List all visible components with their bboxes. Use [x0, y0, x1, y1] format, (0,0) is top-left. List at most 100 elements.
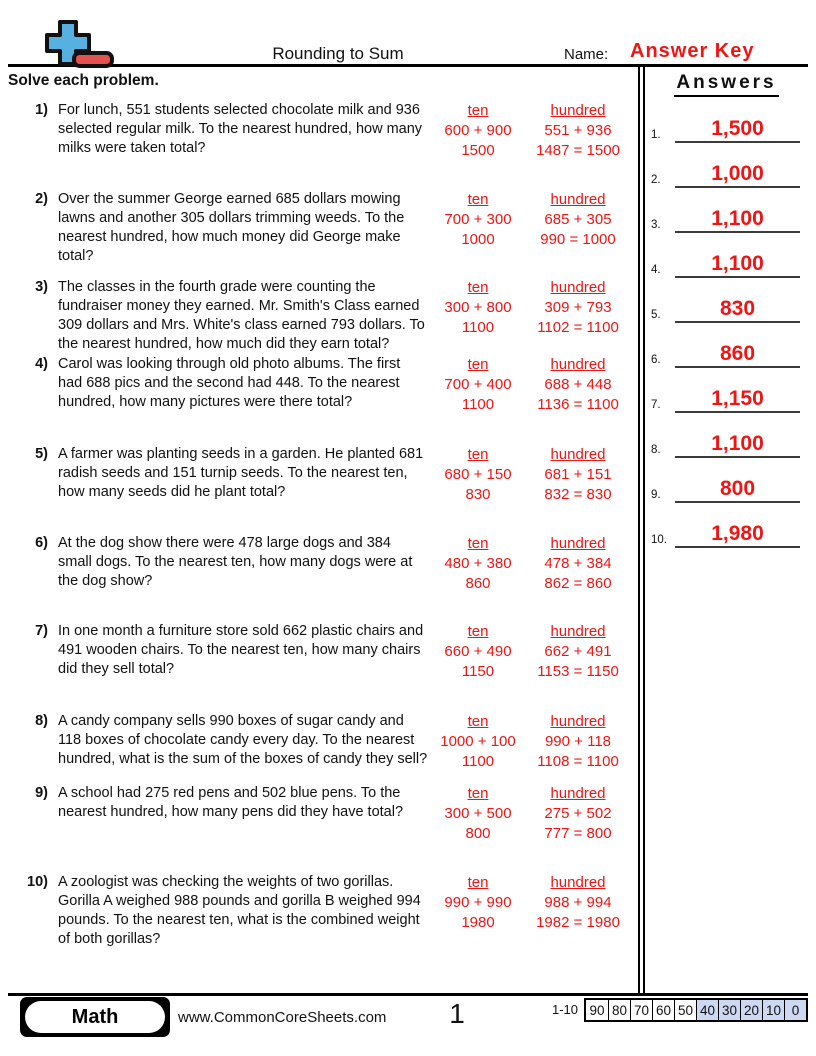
hundred-result: 1102 = 1100	[537, 319, 619, 336]
answer-row: 6. 860	[645, 335, 808, 368]
work-ten-column: ten 600 + 900 1500	[428, 101, 528, 161]
answer-value: 1,150	[675, 387, 800, 413]
answer-number: 5.	[651, 309, 661, 321]
ten-equation: 1000 + 100	[440, 733, 516, 750]
problem-row: 1) For lunch, 551 students selected choc…	[8, 101, 638, 161]
ten-header: ten	[467, 874, 489, 891]
work-ten-column: ten 680 + 150 830	[428, 445, 528, 505]
score-range-label: 1-10	[551, 1002, 578, 1017]
ten-header: ten	[467, 535, 489, 552]
work-hundred-column: hundred 688 + 448 1136 = 1100	[528, 355, 628, 415]
hundred-header: hundred	[550, 535, 606, 552]
hundred-result: 832 = 830	[544, 486, 612, 503]
ten-equation: 700 + 300	[444, 211, 512, 228]
score-cell: 0	[784, 1000, 806, 1020]
problem-text: A zoologist was checking the weights of …	[58, 874, 421, 947]
problem-row: 2) Over the summer George earned 685 dol…	[8, 190, 638, 266]
work-ten-column: ten 1000 + 100 1100	[428, 712, 528, 772]
answer-row: 9. 800	[645, 470, 808, 503]
ten-result: 1500	[461, 142, 495, 159]
problem-number: 8)	[35, 713, 48, 729]
problem-number: 9)	[35, 785, 48, 801]
answer-row: 7. 1,150	[645, 380, 808, 413]
plus-minus-logo-icon	[32, 18, 118, 75]
ten-result: 800	[465, 825, 491, 842]
ten-equation: 990 + 990	[444, 894, 512, 911]
ten-header: ten	[467, 713, 489, 730]
work-hundred-column: hundred 685 + 305 990 = 1000	[528, 190, 628, 266]
work-ten-column: ten 700 + 300 1000	[428, 190, 528, 266]
hundred-result: 990 = 1000	[540, 231, 616, 248]
answer-value: 1,980	[675, 522, 800, 548]
hundred-equation: 275 + 502	[544, 805, 612, 822]
answer-value: 1,500	[675, 117, 800, 143]
answer-value: 830	[675, 297, 800, 323]
answer-number: 9.	[651, 489, 661, 501]
page-number: 1	[449, 998, 465, 1029]
ten-result: 1150	[461, 663, 495, 680]
score-cell: 90	[586, 1000, 608, 1020]
problem-text: Over the summer George earned 685 dollar…	[58, 191, 405, 264]
answer-row: 2. 1,000	[645, 155, 808, 188]
score-cell: 30	[718, 1000, 740, 1020]
work-hundred-column: hundred 309 + 793 1102 = 1100	[528, 278, 628, 354]
work-ten-column: ten 480 + 380 860	[428, 534, 528, 594]
problem-row: 10) A zoologist was checking the weights…	[8, 873, 638, 949]
ten-header: ten	[467, 356, 489, 373]
answer-row: 10. 1,980	[645, 515, 808, 548]
header: Rounding to Sum Name: Answer Key	[8, 0, 808, 68]
answer-row: 3. 1,100	[645, 200, 808, 233]
problem-row: 9) A school had 275 red pens and 502 blu…	[8, 784, 638, 844]
answer-value: 1,100	[675, 432, 800, 458]
ten-header: ten	[467, 279, 489, 296]
ten-result: 1100	[461, 396, 495, 413]
ten-equation: 660 + 490	[444, 643, 512, 660]
ten-header: ten	[467, 446, 489, 463]
subject-badge-label: Math	[25, 1001, 165, 1033]
hundred-equation: 309 + 793	[544, 299, 612, 316]
ten-header: ten	[467, 191, 489, 208]
column-divider	[638, 67, 645, 993]
problem-row: 3) The classes in the fourth grade were …	[8, 278, 638, 354]
hundred-header: hundred	[550, 191, 606, 208]
problem-number: 3)	[35, 279, 48, 295]
hundred-equation: 662 + 491	[544, 643, 612, 660]
problems-list: 1) For lunch, 551 students selected choc…	[8, 101, 638, 949]
score-cell: 70	[630, 1000, 652, 1020]
answer-row: 1. 1,500	[645, 110, 808, 143]
problem-number: 1)	[35, 102, 48, 118]
page-title: Rounding to Sum	[272, 44, 404, 63]
hundred-equation: 551 + 936	[544, 122, 612, 139]
ten-equation: 300 + 500	[444, 805, 512, 822]
problem-text: At the dog show there were 478 large dog…	[58, 535, 413, 589]
ten-equation: 600 + 900	[444, 122, 512, 139]
hundred-result: 1136 = 1100	[537, 396, 619, 413]
hundred-equation: 685 + 305	[544, 211, 612, 228]
ten-equation: 480 + 380	[444, 555, 512, 572]
problem-text: In one month a furniture store sold 662 …	[58, 623, 424, 677]
work-hundred-column: hundred 551 + 936 1487 = 1500	[528, 101, 628, 161]
answer-number: 3.	[651, 219, 661, 231]
ten-equation: 680 + 150	[444, 466, 512, 483]
answer-value: 800	[675, 477, 800, 503]
work-ten-column: ten 700 + 400 1100	[428, 355, 528, 415]
ten-equation: 300 + 800	[444, 299, 512, 316]
work-ten-column: ten 990 + 990 1980	[428, 873, 528, 949]
score-cell: 20	[740, 1000, 762, 1020]
answer-number: 1.	[651, 129, 661, 141]
score-cell: 50	[674, 1000, 696, 1020]
problem-text: Carol was looking through old photo albu…	[58, 356, 401, 410]
answer-number: 8.	[651, 444, 661, 456]
website-url: www.CommonCoreSheets.com	[178, 1009, 387, 1026]
work-hundred-column: hundred 478 + 384 862 = 860	[528, 534, 628, 594]
hundred-result: 777 = 800	[544, 825, 612, 842]
problem-number: 4)	[35, 356, 48, 372]
problem-number: 2)	[35, 191, 48, 207]
hundred-header: hundred	[550, 356, 606, 373]
problem-row: 5) A farmer was planting seeds in a gard…	[8, 445, 638, 505]
hundred-equation: 681 + 151	[544, 466, 612, 483]
problem-row: 6) At the dog show there were 478 large …	[8, 534, 638, 594]
hundred-header: hundred	[550, 874, 606, 891]
answer-number: 10.	[651, 534, 667, 546]
